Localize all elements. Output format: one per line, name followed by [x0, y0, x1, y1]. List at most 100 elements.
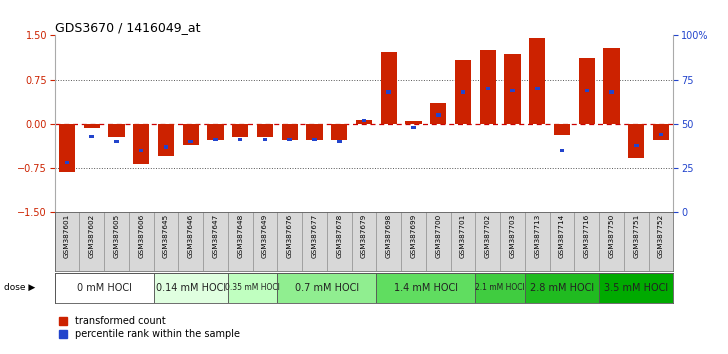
- Bar: [387, 90, 391, 94]
- Bar: [164, 145, 168, 149]
- Text: 2.8 mM HOCl: 2.8 mM HOCl: [530, 282, 594, 293]
- Bar: [376, 212, 401, 271]
- Bar: [554, 124, 570, 135]
- Bar: [500, 212, 525, 271]
- Bar: [228, 212, 253, 271]
- Bar: [659, 133, 663, 136]
- Bar: [59, 124, 75, 172]
- Text: GSM387701: GSM387701: [460, 214, 466, 258]
- Bar: [129, 212, 154, 271]
- Bar: [525, 273, 599, 303]
- Text: 0.35 mM HOCl: 0.35 mM HOCl: [225, 283, 280, 292]
- Bar: [104, 212, 129, 271]
- Bar: [114, 140, 119, 143]
- Bar: [238, 138, 242, 142]
- Bar: [257, 124, 273, 137]
- Text: GSM387605: GSM387605: [114, 214, 119, 258]
- Bar: [352, 212, 376, 271]
- Bar: [108, 124, 124, 137]
- Bar: [183, 124, 199, 144]
- Bar: [331, 124, 347, 141]
- Bar: [228, 273, 277, 303]
- Text: GSM387703: GSM387703: [510, 214, 515, 258]
- Bar: [529, 38, 545, 124]
- Bar: [411, 126, 416, 129]
- Text: GSM387645: GSM387645: [163, 214, 169, 258]
- Legend: transformed count, percentile rank within the sample: transformed count, percentile rank withi…: [60, 316, 240, 339]
- Bar: [535, 87, 539, 90]
- Bar: [585, 88, 589, 92]
- Bar: [451, 212, 475, 271]
- Bar: [356, 120, 372, 124]
- Text: GSM387646: GSM387646: [188, 214, 194, 258]
- Bar: [232, 124, 248, 137]
- Bar: [302, 212, 327, 271]
- Bar: [277, 212, 302, 271]
- Bar: [653, 124, 669, 141]
- Bar: [480, 50, 496, 124]
- Text: GSM387714: GSM387714: [559, 214, 565, 258]
- Bar: [510, 88, 515, 92]
- Text: GSM387601: GSM387601: [64, 214, 70, 258]
- Bar: [604, 48, 620, 124]
- Text: GSM387713: GSM387713: [534, 214, 540, 258]
- Bar: [525, 212, 550, 271]
- Bar: [599, 212, 624, 271]
- Bar: [475, 273, 525, 303]
- Bar: [430, 103, 446, 124]
- Bar: [207, 124, 223, 141]
- Bar: [133, 124, 149, 164]
- Bar: [628, 124, 644, 158]
- Bar: [475, 212, 500, 271]
- Bar: [65, 161, 69, 165]
- Bar: [426, 212, 451, 271]
- Text: GSM387750: GSM387750: [609, 214, 614, 258]
- Bar: [84, 124, 100, 128]
- Text: GSM387648: GSM387648: [237, 214, 243, 258]
- Bar: [486, 87, 490, 90]
- Bar: [189, 140, 193, 143]
- Bar: [90, 135, 94, 138]
- Text: GSM387679: GSM387679: [361, 214, 367, 258]
- Bar: [574, 212, 599, 271]
- Bar: [263, 138, 267, 142]
- Bar: [312, 138, 317, 142]
- Bar: [306, 124, 323, 141]
- Text: GDS3670 / 1416049_at: GDS3670 / 1416049_at: [55, 21, 200, 34]
- Text: GSM387699: GSM387699: [411, 214, 416, 258]
- Text: GSM387702: GSM387702: [485, 214, 491, 258]
- Bar: [277, 273, 376, 303]
- Text: GSM387676: GSM387676: [287, 214, 293, 258]
- Bar: [79, 212, 104, 271]
- Bar: [203, 212, 228, 271]
- Text: GSM387606: GSM387606: [138, 214, 144, 258]
- Bar: [579, 58, 595, 124]
- Bar: [401, 212, 426, 271]
- Text: GSM387649: GSM387649: [262, 214, 268, 258]
- Bar: [505, 54, 521, 124]
- Text: 0.14 mM HOCl: 0.14 mM HOCl: [156, 282, 226, 293]
- Bar: [154, 212, 178, 271]
- Text: GSM387752: GSM387752: [658, 214, 664, 258]
- Bar: [178, 212, 203, 271]
- Text: GSM387602: GSM387602: [89, 214, 95, 258]
- Text: GSM387751: GSM387751: [633, 214, 639, 258]
- Text: 3.5 mM HOCl: 3.5 mM HOCl: [604, 282, 668, 293]
- Bar: [55, 273, 154, 303]
- Bar: [158, 124, 174, 156]
- Text: GSM387678: GSM387678: [336, 214, 342, 258]
- Bar: [282, 124, 298, 141]
- Text: GSM387647: GSM387647: [213, 214, 218, 258]
- Bar: [550, 212, 574, 271]
- Bar: [139, 149, 143, 152]
- Bar: [609, 90, 614, 94]
- Bar: [253, 212, 277, 271]
- Text: GSM387677: GSM387677: [312, 214, 317, 258]
- Text: GSM387716: GSM387716: [584, 214, 590, 258]
- Bar: [649, 212, 673, 271]
- Bar: [55, 212, 79, 271]
- Bar: [154, 273, 228, 303]
- Bar: [461, 90, 465, 94]
- Text: GSM387698: GSM387698: [386, 214, 392, 258]
- Text: 1.4 mM HOCl: 1.4 mM HOCl: [394, 282, 458, 293]
